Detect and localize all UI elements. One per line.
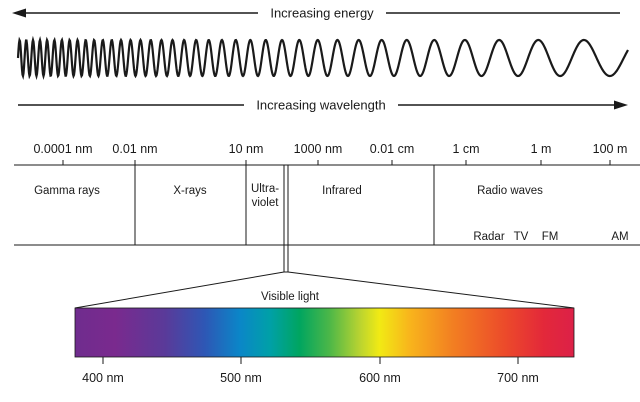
band-region: Gamma rays X-rays Ultra- violet Infrared…	[14, 165, 640, 272]
wavelength-wave	[16, 35, 629, 81]
band-uv-label-line1: Ultra-	[251, 183, 279, 195]
scale-tick-label: 0.01 nm	[112, 142, 157, 156]
scale-tick-label: 10 nm	[229, 142, 264, 156]
visible-tick-label: 400 nm	[82, 371, 124, 385]
radio-subband-fm: FM	[542, 231, 559, 243]
zoom-line-right	[287, 271, 575, 309]
band-uv-label-line2: violet	[252, 197, 280, 209]
band-xray-label: X-rays	[173, 185, 206, 197]
band-gamma-label: Gamma rays	[34, 185, 100, 197]
scale-tick-label: 0.0001 nm	[33, 142, 92, 156]
arrowhead-right-icon	[614, 100, 628, 110]
visible-tick-label: 500 nm	[220, 371, 262, 385]
band-infrared-label: Infrared	[322, 185, 362, 197]
visible-scale	[102, 357, 519, 364]
energy-label: Increasing energy	[270, 6, 374, 21]
visible-light-title: Visible light	[261, 291, 320, 303]
energy-arrow: Increasing energy	[12, 6, 620, 21]
scale-tick-label: 0.01 cm	[370, 142, 414, 156]
radio-subband-radar: Radar	[473, 231, 504, 243]
scale-tick-label: 1 m	[531, 142, 552, 156]
zoom-callout: Visible light	[74, 271, 575, 309]
zoom-line-left	[74, 271, 285, 309]
scale-tick-label: 100 m	[593, 142, 628, 156]
arrowhead-left-icon	[12, 8, 26, 18]
wavelength-arrow: Increasing wavelength	[18, 98, 628, 113]
radio-subband-am: AM	[611, 231, 628, 243]
visible-tick-label: 700 nm	[497, 371, 539, 385]
scale-tick-label: 1000 nm	[294, 142, 343, 156]
scale-tick-marks	[62, 160, 611, 165]
visible-spectrum-bar	[74, 307, 575, 358]
wavelength-label: Increasing wavelength	[256, 98, 385, 113]
band-radio-label: Radio waves	[477, 185, 543, 197]
wavelength-scale: 0.0001 nm 0.01 nm 10 nm 1000 nm 0.01 cm …	[14, 142, 640, 166]
scale-tick-label: 1 cm	[452, 142, 479, 156]
radio-subband-tv: TV	[514, 231, 529, 243]
visible-tick-label: 600 nm	[359, 371, 401, 385]
